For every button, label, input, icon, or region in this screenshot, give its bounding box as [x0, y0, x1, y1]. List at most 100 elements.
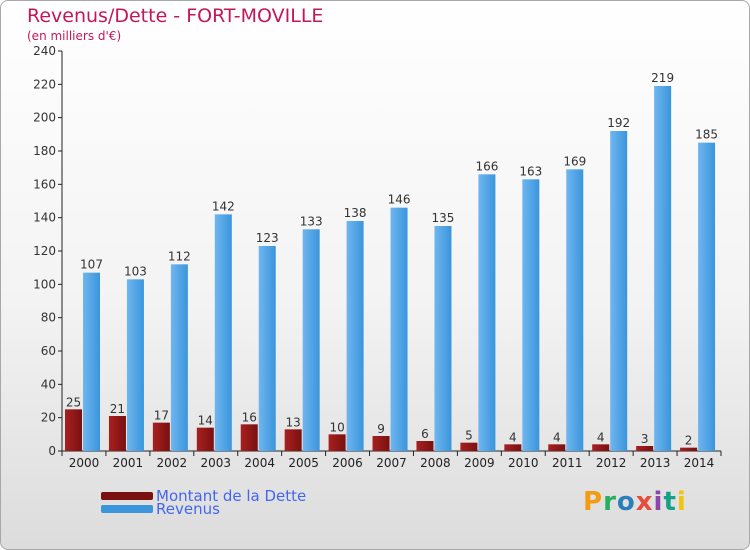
- bar-debt: [504, 444, 522, 451]
- data-label-debt: 3: [641, 432, 649, 446]
- chart-title: Revenus/Dette - FORT-MOVILLE: [27, 5, 324, 27]
- data-label-revenue: 185: [695, 128, 718, 142]
- bar-debt: [328, 434, 346, 451]
- bar-revenue: [566, 169, 584, 452]
- bar-series: 2510721103171121414216123131331013891466…: [65, 71, 718, 452]
- logo-letter: o: [616, 487, 636, 517]
- y-tick-label: 220: [33, 77, 56, 91]
- y-tick-label: 180: [33, 144, 56, 158]
- bar-debt: [152, 422, 170, 451]
- y-tick-label: 0: [48, 444, 56, 458]
- data-label-revenue: 112: [168, 249, 191, 263]
- data-label-debt: 4: [553, 430, 561, 444]
- bar-revenue: [610, 131, 628, 451]
- x-tick-label: 2004: [244, 456, 275, 470]
- y-tick-label: 60: [41, 344, 56, 358]
- bar-debt: [284, 429, 302, 451]
- y-tick-label: 120: [33, 244, 56, 258]
- y-tick-label: 140: [33, 211, 56, 225]
- bar-debt: [548, 444, 566, 451]
- x-tick-label: 2003: [200, 456, 231, 470]
- legend-label-debt: Montant de la Dette: [156, 487, 307, 505]
- data-label-revenue: 103: [124, 264, 147, 278]
- x-tick-label: 2008: [420, 456, 451, 470]
- data-label-revenue: 166: [475, 159, 498, 173]
- x-tick-label: 2009: [464, 456, 495, 470]
- bar-debt: [460, 442, 478, 451]
- bar-revenue: [214, 214, 232, 451]
- x-tick-label: 2002: [157, 456, 188, 470]
- data-label-revenue: 163: [519, 164, 542, 178]
- legend-label-revenue: Revenus: [156, 500, 220, 518]
- bar-revenue: [434, 226, 452, 451]
- x-tick-label: 2011: [552, 456, 583, 470]
- data-label-revenue: 219: [651, 71, 674, 85]
- legend-swatch-debt: [101, 492, 153, 500]
- x-tick-label: 2005: [288, 456, 319, 470]
- bar-debt: [65, 409, 82, 451]
- x-tick-label: 2010: [508, 456, 539, 470]
- bar-revenue: [522, 179, 540, 452]
- data-label-revenue: 146: [388, 193, 411, 207]
- bar-debt: [416, 441, 434, 451]
- logo-letter: x: [635, 487, 654, 517]
- bar-revenue: [390, 207, 408, 451]
- data-label-revenue: 169: [563, 154, 586, 168]
- bar-revenue: [170, 264, 188, 451]
- data-label-revenue: 123: [256, 231, 279, 245]
- bar-debt: [108, 416, 126, 451]
- bar-debt: [372, 436, 390, 451]
- bar-debt: [592, 444, 610, 451]
- y-tick-label: 240: [33, 44, 56, 58]
- data-label-debt: 21: [110, 402, 125, 416]
- legend-swatch-revenue: [101, 505, 153, 513]
- data-label-debt: 13: [286, 415, 301, 429]
- y-tick-label: 100: [33, 277, 56, 291]
- data-label-debt: 6: [421, 427, 429, 441]
- bar-revenue: [258, 246, 276, 451]
- x-tick-label: 2000: [69, 456, 100, 470]
- data-label-debt: 9: [377, 422, 385, 436]
- data-label-debt: 4: [597, 430, 605, 444]
- data-label-revenue: 135: [432, 211, 455, 225]
- data-label-debt: 17: [154, 409, 169, 423]
- data-label-revenue: 133: [300, 214, 323, 228]
- x-tick-label: 2014: [684, 456, 715, 470]
- bar-debt: [636, 446, 654, 451]
- data-label-debt: 10: [329, 420, 344, 434]
- proxiti-logo: Proxiti: [583, 487, 687, 517]
- bar-revenue: [302, 229, 320, 451]
- logo-letter: r: [603, 487, 617, 517]
- bar-debt: [196, 427, 214, 451]
- x-tick-label: 2012: [596, 456, 627, 470]
- y-tick-label: 80: [41, 311, 56, 325]
- data-label-debt: 4: [509, 430, 517, 444]
- y-tick-label: 200: [33, 111, 56, 125]
- bar-revenue: [346, 221, 364, 451]
- legend-item-revenue: Revenus: [101, 500, 220, 518]
- y-tick-label: 40: [41, 377, 56, 391]
- data-label-revenue: 192: [607, 116, 630, 130]
- legend-item-debt: Montant de la Dette: [101, 487, 306, 505]
- bar-revenue: [698, 142, 716, 451]
- data-label-debt: 2: [685, 434, 693, 448]
- logo-letter: i: [653, 487, 664, 517]
- x-tick-label: 2007: [376, 456, 407, 470]
- data-label-revenue: 138: [344, 206, 367, 220]
- x-axis: 2000 2001 2002 2003 2004 2005 2006 2007 2008 2009…: [61, 450, 722, 470]
- bar-revenue: [478, 174, 496, 452]
- y-axis: 0 20 40 60 80 100 120 140 160 180 200 220 240: [33, 44, 63, 458]
- bar-debt: [240, 424, 258, 451]
- logo-letter: t: [663, 487, 677, 517]
- x-tick-label: 2013: [640, 456, 671, 470]
- data-label-debt: 14: [198, 414, 213, 428]
- bar-debt: [680, 447, 698, 451]
- y-tick-label: 160: [33, 177, 56, 191]
- x-tick-label: 2001: [113, 456, 144, 470]
- logo-letter: P: [583, 487, 604, 517]
- y-tick-label: 20: [41, 411, 56, 425]
- bar-revenue: [654, 86, 672, 451]
- bar-revenue: [83, 272, 100, 451]
- logo-letter: i: [676, 487, 687, 517]
